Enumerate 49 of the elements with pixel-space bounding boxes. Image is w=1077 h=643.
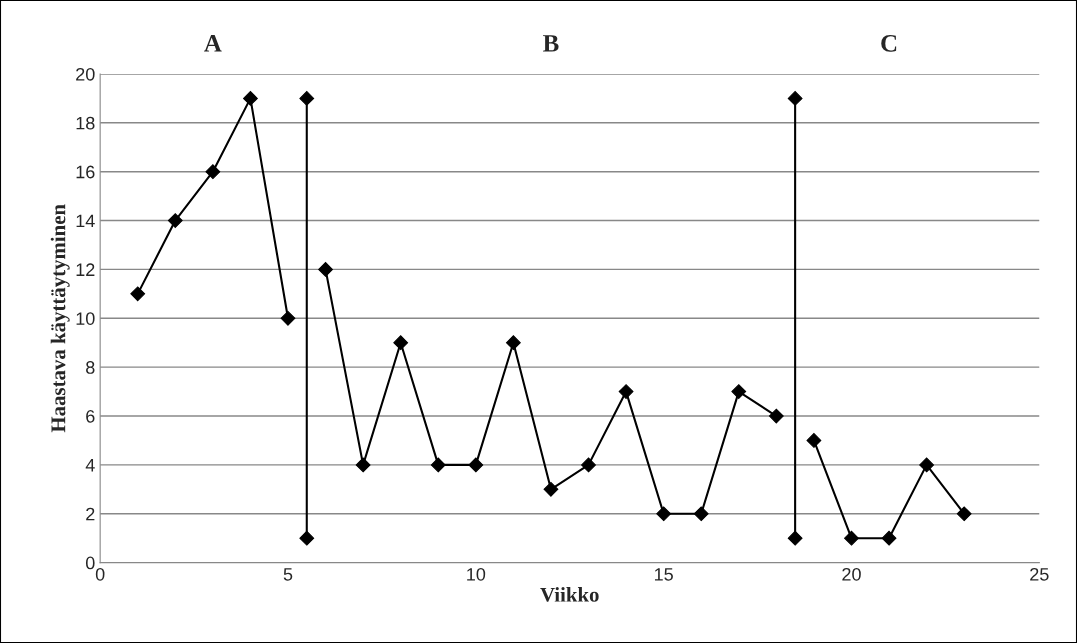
y-tick-label: 18 [76,116,95,130]
y-tick-label: 12 [76,263,95,276]
point [787,530,803,546]
point [844,530,859,546]
y-tick-label: 20 [76,67,95,81]
point [167,213,183,228]
point [787,90,803,106]
text: A [204,35,222,52]
point [881,530,897,546]
x-tick-label: 0 [95,567,105,581]
text: B [543,35,559,52]
point [205,164,221,180]
point [299,530,315,546]
point [280,310,296,326]
point [693,506,709,522]
point [768,408,784,424]
point [393,335,409,351]
y-axis-title: Haastava käyttäytyminen [50,204,70,433]
y-tick-label: 16 [76,165,95,179]
point [806,433,822,448]
x-tick-label: 15 [654,568,673,581]
x-tick-label: 10 [467,567,486,581]
y-tick-label: 2 [86,507,95,521]
point [299,90,315,106]
x-tick-label: 20 [842,567,861,581]
text: C [881,34,897,52]
y-tick-label: 0 [85,556,95,570]
point [430,457,446,473]
y-tick-label: 10 [76,312,95,326]
point [581,457,596,473]
y-tick-label: 4 [85,459,95,472]
point [505,335,521,351]
point [656,506,672,522]
point [618,384,634,399]
point [130,286,146,302]
point [355,457,371,473]
y-tick-label: 6 [86,409,95,423]
x-tick-label: 25 [1030,567,1049,581]
point [731,384,747,399]
point [919,457,934,473]
point [318,262,333,277]
x-axis-title: Viikko [540,587,599,602]
x-tick-label: 5 [283,568,293,581]
y-tick-label: 14 [76,214,95,228]
point [468,457,484,473]
y-tick-label: 8 [86,361,95,374]
point [956,506,972,522]
point [543,481,559,497]
point [243,90,258,106]
